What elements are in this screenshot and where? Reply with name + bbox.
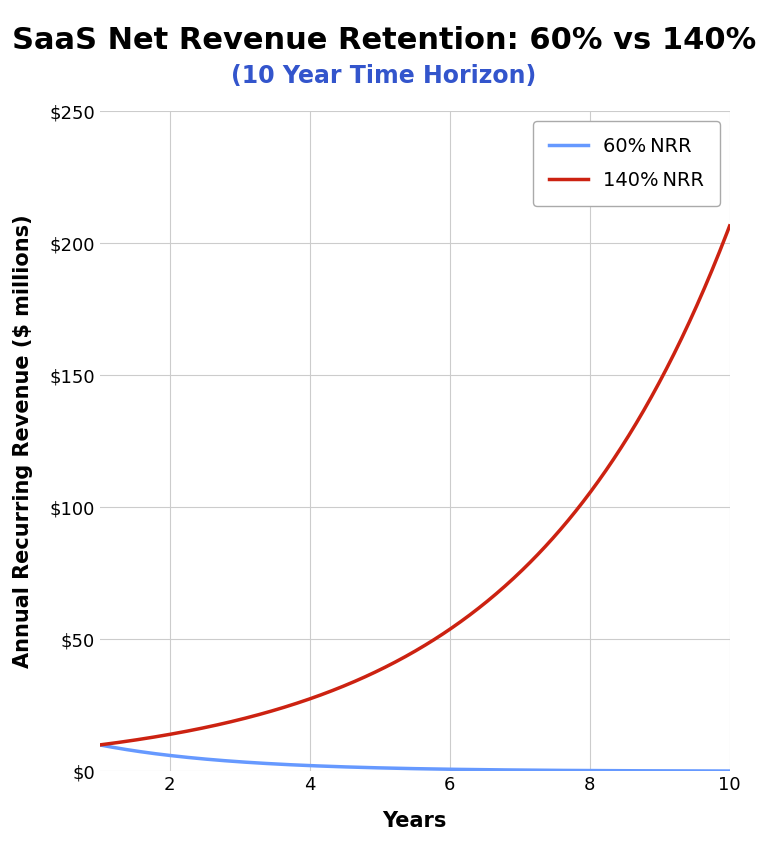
Line: 140% NRR: 140% NRR: [100, 226, 730, 745]
Text: SaaS Net Revenue Retention: 60% vs 140%: SaaS Net Revenue Retention: 60% vs 140%: [12, 26, 756, 55]
60% NRR: [611, 765, 621, 776]
140% NRR: [398, 653, 407, 663]
60% NRR: [436, 764, 445, 774]
140% NRR: [95, 740, 104, 750]
60% NRR: [95, 740, 104, 750]
60% NRR: [710, 766, 719, 776]
Legend: 60% NRR, 140% NRR: 60% NRR, 140% NRR: [533, 121, 720, 206]
Y-axis label: Annual Recurring Revenue ($ millions): Annual Recurring Revenue ($ millions): [12, 214, 32, 668]
140% NRR: [725, 221, 734, 231]
60% NRR: [725, 766, 734, 776]
X-axis label: Years: Years: [382, 811, 447, 830]
140% NRR: [611, 450, 621, 460]
60% NRR: [398, 764, 407, 774]
Text: (10 Year Time Horizon): (10 Year Time Horizon): [231, 64, 537, 88]
140% NRR: [710, 259, 719, 269]
60% NRR: [470, 764, 479, 775]
60% NRR: [394, 764, 403, 774]
140% NRR: [394, 655, 403, 665]
Line: 60% NRR: 60% NRR: [100, 745, 730, 771]
140% NRR: [470, 606, 479, 616]
140% NRR: [436, 630, 445, 640]
